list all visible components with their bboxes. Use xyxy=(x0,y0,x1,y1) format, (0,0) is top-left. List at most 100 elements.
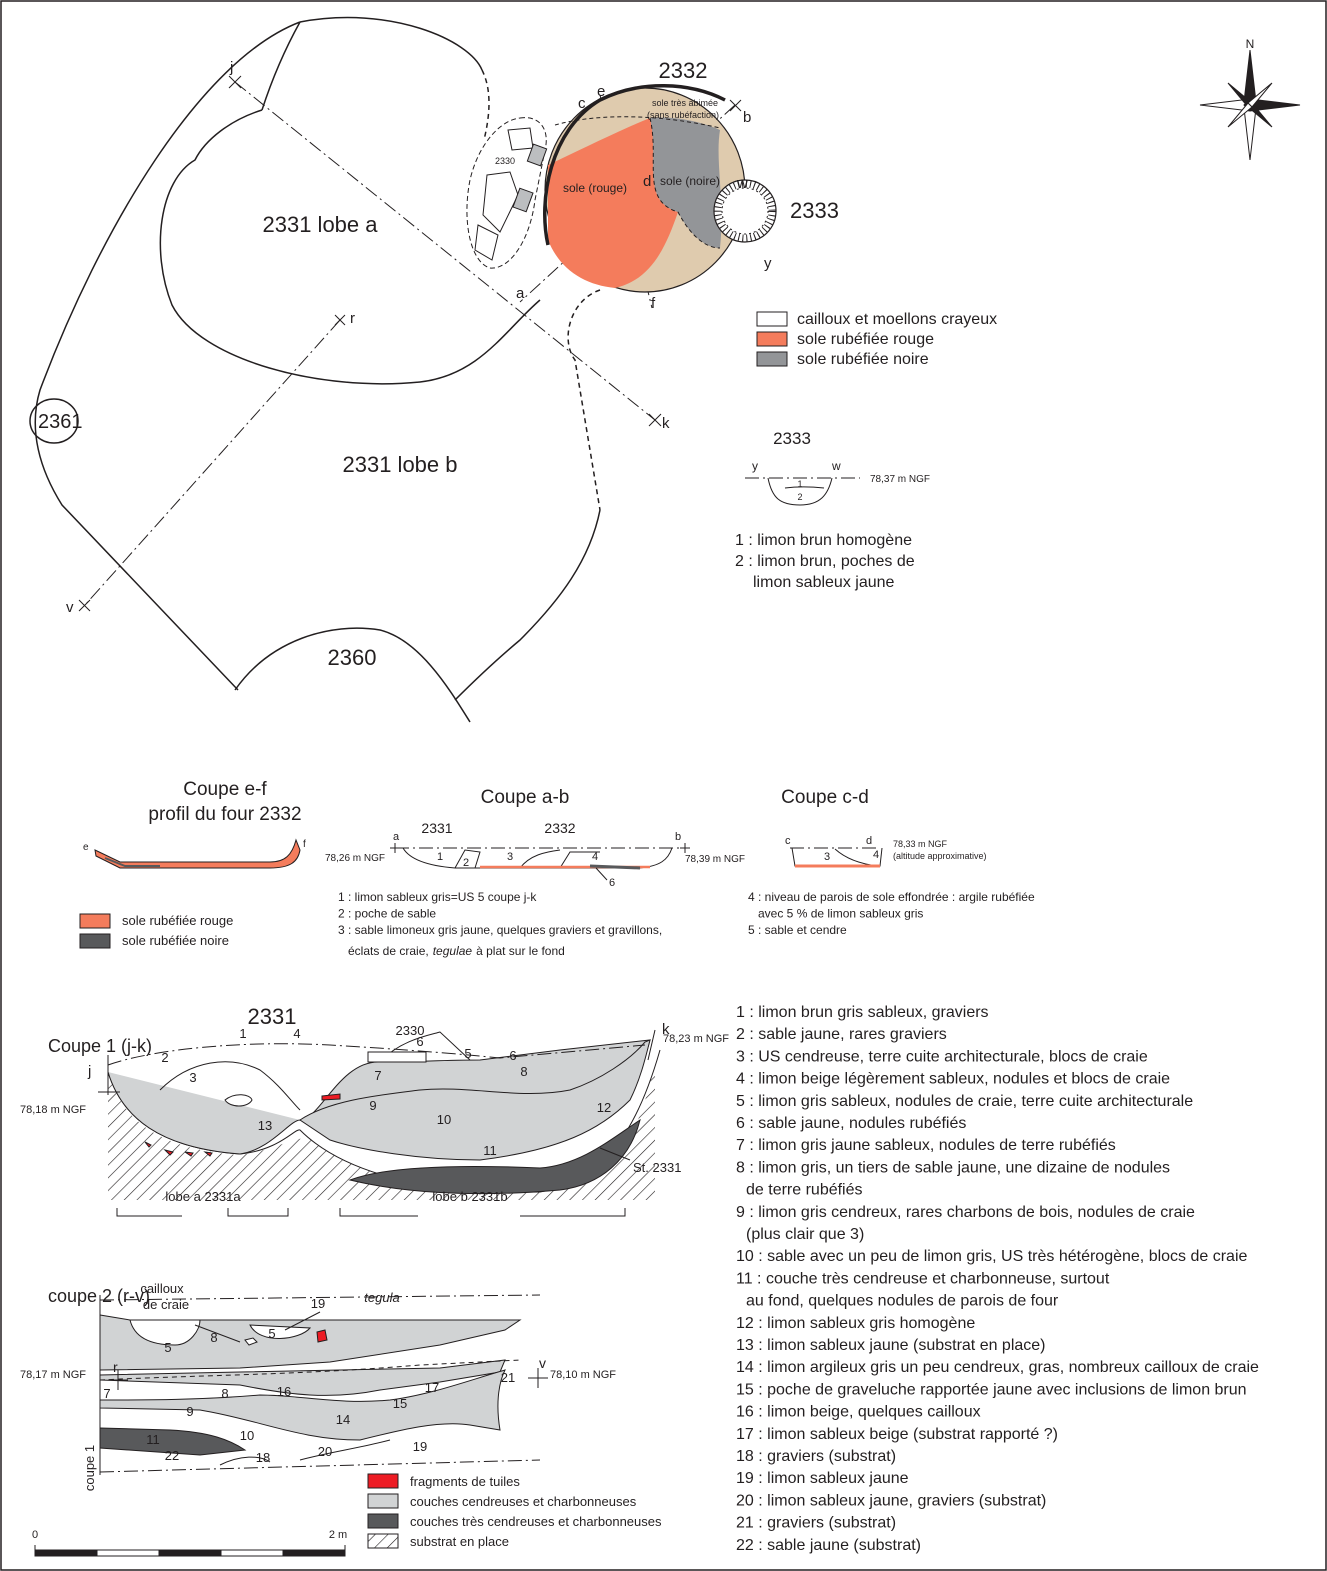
label: 2 xyxy=(797,492,802,502)
oven-2332 xyxy=(543,84,746,293)
label: f xyxy=(651,295,656,312)
label: 13 : limon sableux jaune (substrat en pl… xyxy=(736,1337,1046,1354)
label: 20 xyxy=(318,1444,332,1459)
label: tegula xyxy=(364,1290,399,1305)
label: sole rubéfiée noire xyxy=(122,933,229,948)
legend-swatch xyxy=(79,933,111,949)
label: 4 xyxy=(873,849,879,861)
label: 15 xyxy=(393,1396,407,1411)
coupe-cd-drawing xyxy=(790,847,883,868)
label: 2361 xyxy=(38,411,83,433)
coupe2-drawing xyxy=(99,1294,548,1475)
label: Coupe 1 (j-k) xyxy=(48,1036,152,1056)
label: couches cendreuses et charbonneuses xyxy=(410,1494,637,1509)
label: 8 xyxy=(221,1386,228,1401)
label: 2330 xyxy=(495,156,515,166)
section-2333-drawing xyxy=(745,477,860,506)
label: 6 xyxy=(416,1034,423,1049)
label: 3 : US cendreuse, terre cuite architectu… xyxy=(736,1048,1148,1065)
label: (altitude approximative) xyxy=(893,851,987,861)
label: y xyxy=(764,255,772,272)
label: 2333 xyxy=(773,429,811,448)
label: 78,23 m NGF xyxy=(663,1033,729,1045)
label: 2 m xyxy=(329,1529,347,1541)
label: 8 xyxy=(210,1330,217,1345)
point-crosses xyxy=(78,75,742,612)
label: e xyxy=(83,842,89,853)
label: d xyxy=(643,173,651,190)
label: 78,10 m NGF xyxy=(550,1369,616,1381)
label: 3 xyxy=(507,851,513,863)
label: 2 : sable jaune, rares graviers xyxy=(736,1026,947,1043)
plan-drawing xyxy=(29,16,742,723)
label: de terre rubéfiés xyxy=(746,1182,863,1199)
lobe-b-dashed xyxy=(567,289,601,511)
label: 6 xyxy=(609,877,615,889)
label: 78,37 m NGF xyxy=(870,474,930,485)
f2361-outline xyxy=(29,398,79,444)
label: d xyxy=(866,835,872,847)
label: f xyxy=(303,839,306,850)
label: 9 : limon gris cendreux, rares charbons … xyxy=(736,1204,1195,1221)
coupe-ab-drawing xyxy=(390,843,690,881)
scale-bar xyxy=(34,1545,346,1557)
label: 2 xyxy=(161,1050,168,1065)
label: 2331 lobe a xyxy=(263,212,379,237)
legend-swatch xyxy=(79,913,111,929)
label: 11 xyxy=(146,1432,160,1447)
label: 20 : limon sableux jaune, graviers (subs… xyxy=(736,1492,1046,1509)
note-line: éclats de craie, tegulae à plat sur le fon… xyxy=(348,944,565,958)
label: a xyxy=(393,831,400,843)
label: a xyxy=(516,285,525,302)
label: 4 : niveau de parois de sole effondrée :… xyxy=(748,890,1035,904)
label: 1 : limon brun gris sableux, graviers xyxy=(736,1004,989,1021)
lobe-a-top xyxy=(299,16,483,71)
label: r xyxy=(350,310,355,327)
label: 4 : limon beige légèrement sableux, nodu… xyxy=(736,1071,1170,1088)
label: r xyxy=(113,1359,118,1375)
label: 15 : poche de graveluche rapportée jaune… xyxy=(736,1381,1247,1398)
label: 1 xyxy=(239,1026,246,1041)
label: lobe a 2331a xyxy=(165,1189,241,1204)
label: v xyxy=(66,599,74,616)
label: 16 : limon beige, quelques cailloux xyxy=(736,1404,981,1421)
label: 5 xyxy=(164,1340,171,1355)
lobe-b-outline xyxy=(34,21,301,691)
label: de craie xyxy=(143,1297,189,1312)
label: 9 xyxy=(186,1404,193,1419)
label: 11 : couche très cendreuse et charbonneu… xyxy=(736,1270,1110,1287)
label: 7 xyxy=(103,1386,110,1401)
label: 14 xyxy=(336,1412,350,1427)
label: 10 xyxy=(437,1112,451,1127)
label: 1 : limon brun homogène xyxy=(735,532,912,549)
label: 2 : poche de sable xyxy=(338,907,436,921)
legend-swatch xyxy=(756,351,788,367)
lobe-a-left xyxy=(261,21,301,111)
legend-swatch xyxy=(367,1493,399,1509)
label: substrat en place xyxy=(410,1534,509,1549)
label: 22 xyxy=(165,1448,179,1463)
label: c xyxy=(578,95,586,112)
label: 22 : sable jaune (substrat) xyxy=(736,1537,921,1554)
label: 8 xyxy=(520,1064,527,1079)
label: 3 xyxy=(824,851,830,863)
lobe-a-outline xyxy=(159,109,541,385)
label: 78,18 m NGF xyxy=(20,1104,86,1116)
label: coupe 2 (r-v) xyxy=(48,1286,150,1306)
label: 2360 xyxy=(328,645,377,670)
label: 21 xyxy=(501,1370,515,1385)
label: 12 xyxy=(597,1100,611,1115)
label: (sans rubéfaction) xyxy=(647,110,719,120)
note-part: éclats de craie, xyxy=(348,944,429,958)
label: 2331 lobe b xyxy=(343,452,458,477)
label: 2333 xyxy=(790,198,839,223)
label: 18 xyxy=(256,1450,270,1465)
label: au fond, quelques nodules de parois de f… xyxy=(746,1293,1059,1310)
label: 7 : limon gris jaune sableux, nodules de… xyxy=(736,1137,1116,1154)
label: profil du four 2332 xyxy=(148,804,301,825)
label: j xyxy=(229,59,233,76)
lobe-b-right xyxy=(454,509,601,701)
label: 78,17 m NGF xyxy=(20,1369,86,1381)
legend-swatch xyxy=(367,1473,399,1489)
